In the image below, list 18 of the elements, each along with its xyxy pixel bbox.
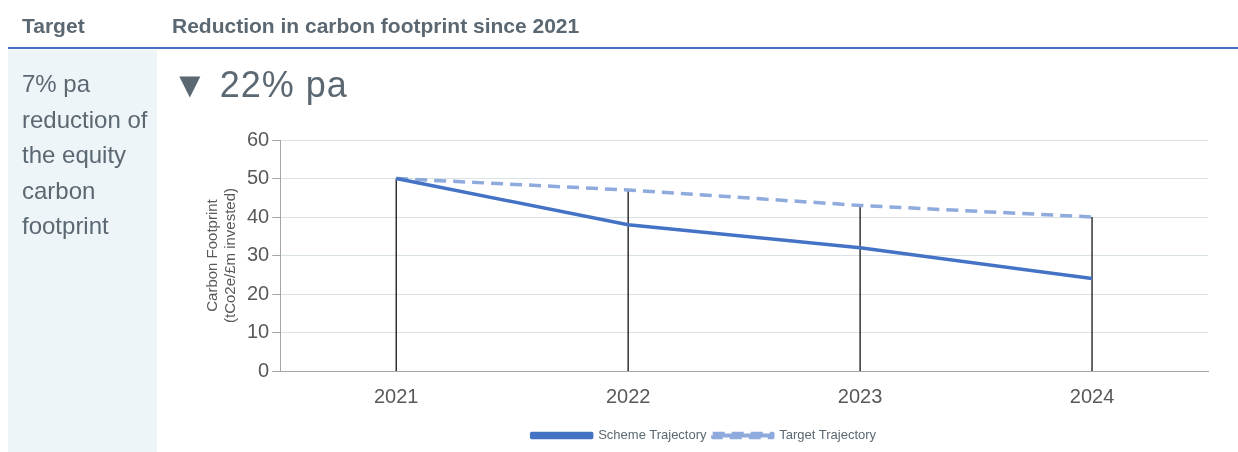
- y-tick-label: 30: [247, 243, 270, 266]
- x-tick-label: 2024: [1069, 384, 1115, 407]
- text: ▼ 22% pa: [172, 64, 348, 106]
- x-tick-label: 2021: [373, 384, 419, 407]
- legend-label: Target Trajectory: [779, 427, 877, 443]
- y-axis-title: Carbon Footprint (tCo2e/£m invested): [203, 187, 239, 324]
- y-tick-label: 0: [258, 358, 270, 381]
- text: Target: [22, 14, 85, 38]
- x-tick-label: 2022: [605, 384, 651, 407]
- chart-title: Reduction in carbon footprint since 2021: [172, 14, 580, 38]
- y-tick-label: 60: [247, 127, 270, 150]
- y-tick-label: 40: [247, 204, 270, 227]
- y-tick-label: 20: [247, 281, 270, 304]
- legend-label: Scheme Trajectory: [598, 427, 708, 443]
- x-tick-label: 2023: [837, 384, 883, 407]
- y-tick-label: 10: [247, 320, 270, 343]
- y-tick-label: 50: [247, 166, 270, 189]
- text: 7% pa reduction of the equity carbon footprint: [22, 69, 149, 241]
